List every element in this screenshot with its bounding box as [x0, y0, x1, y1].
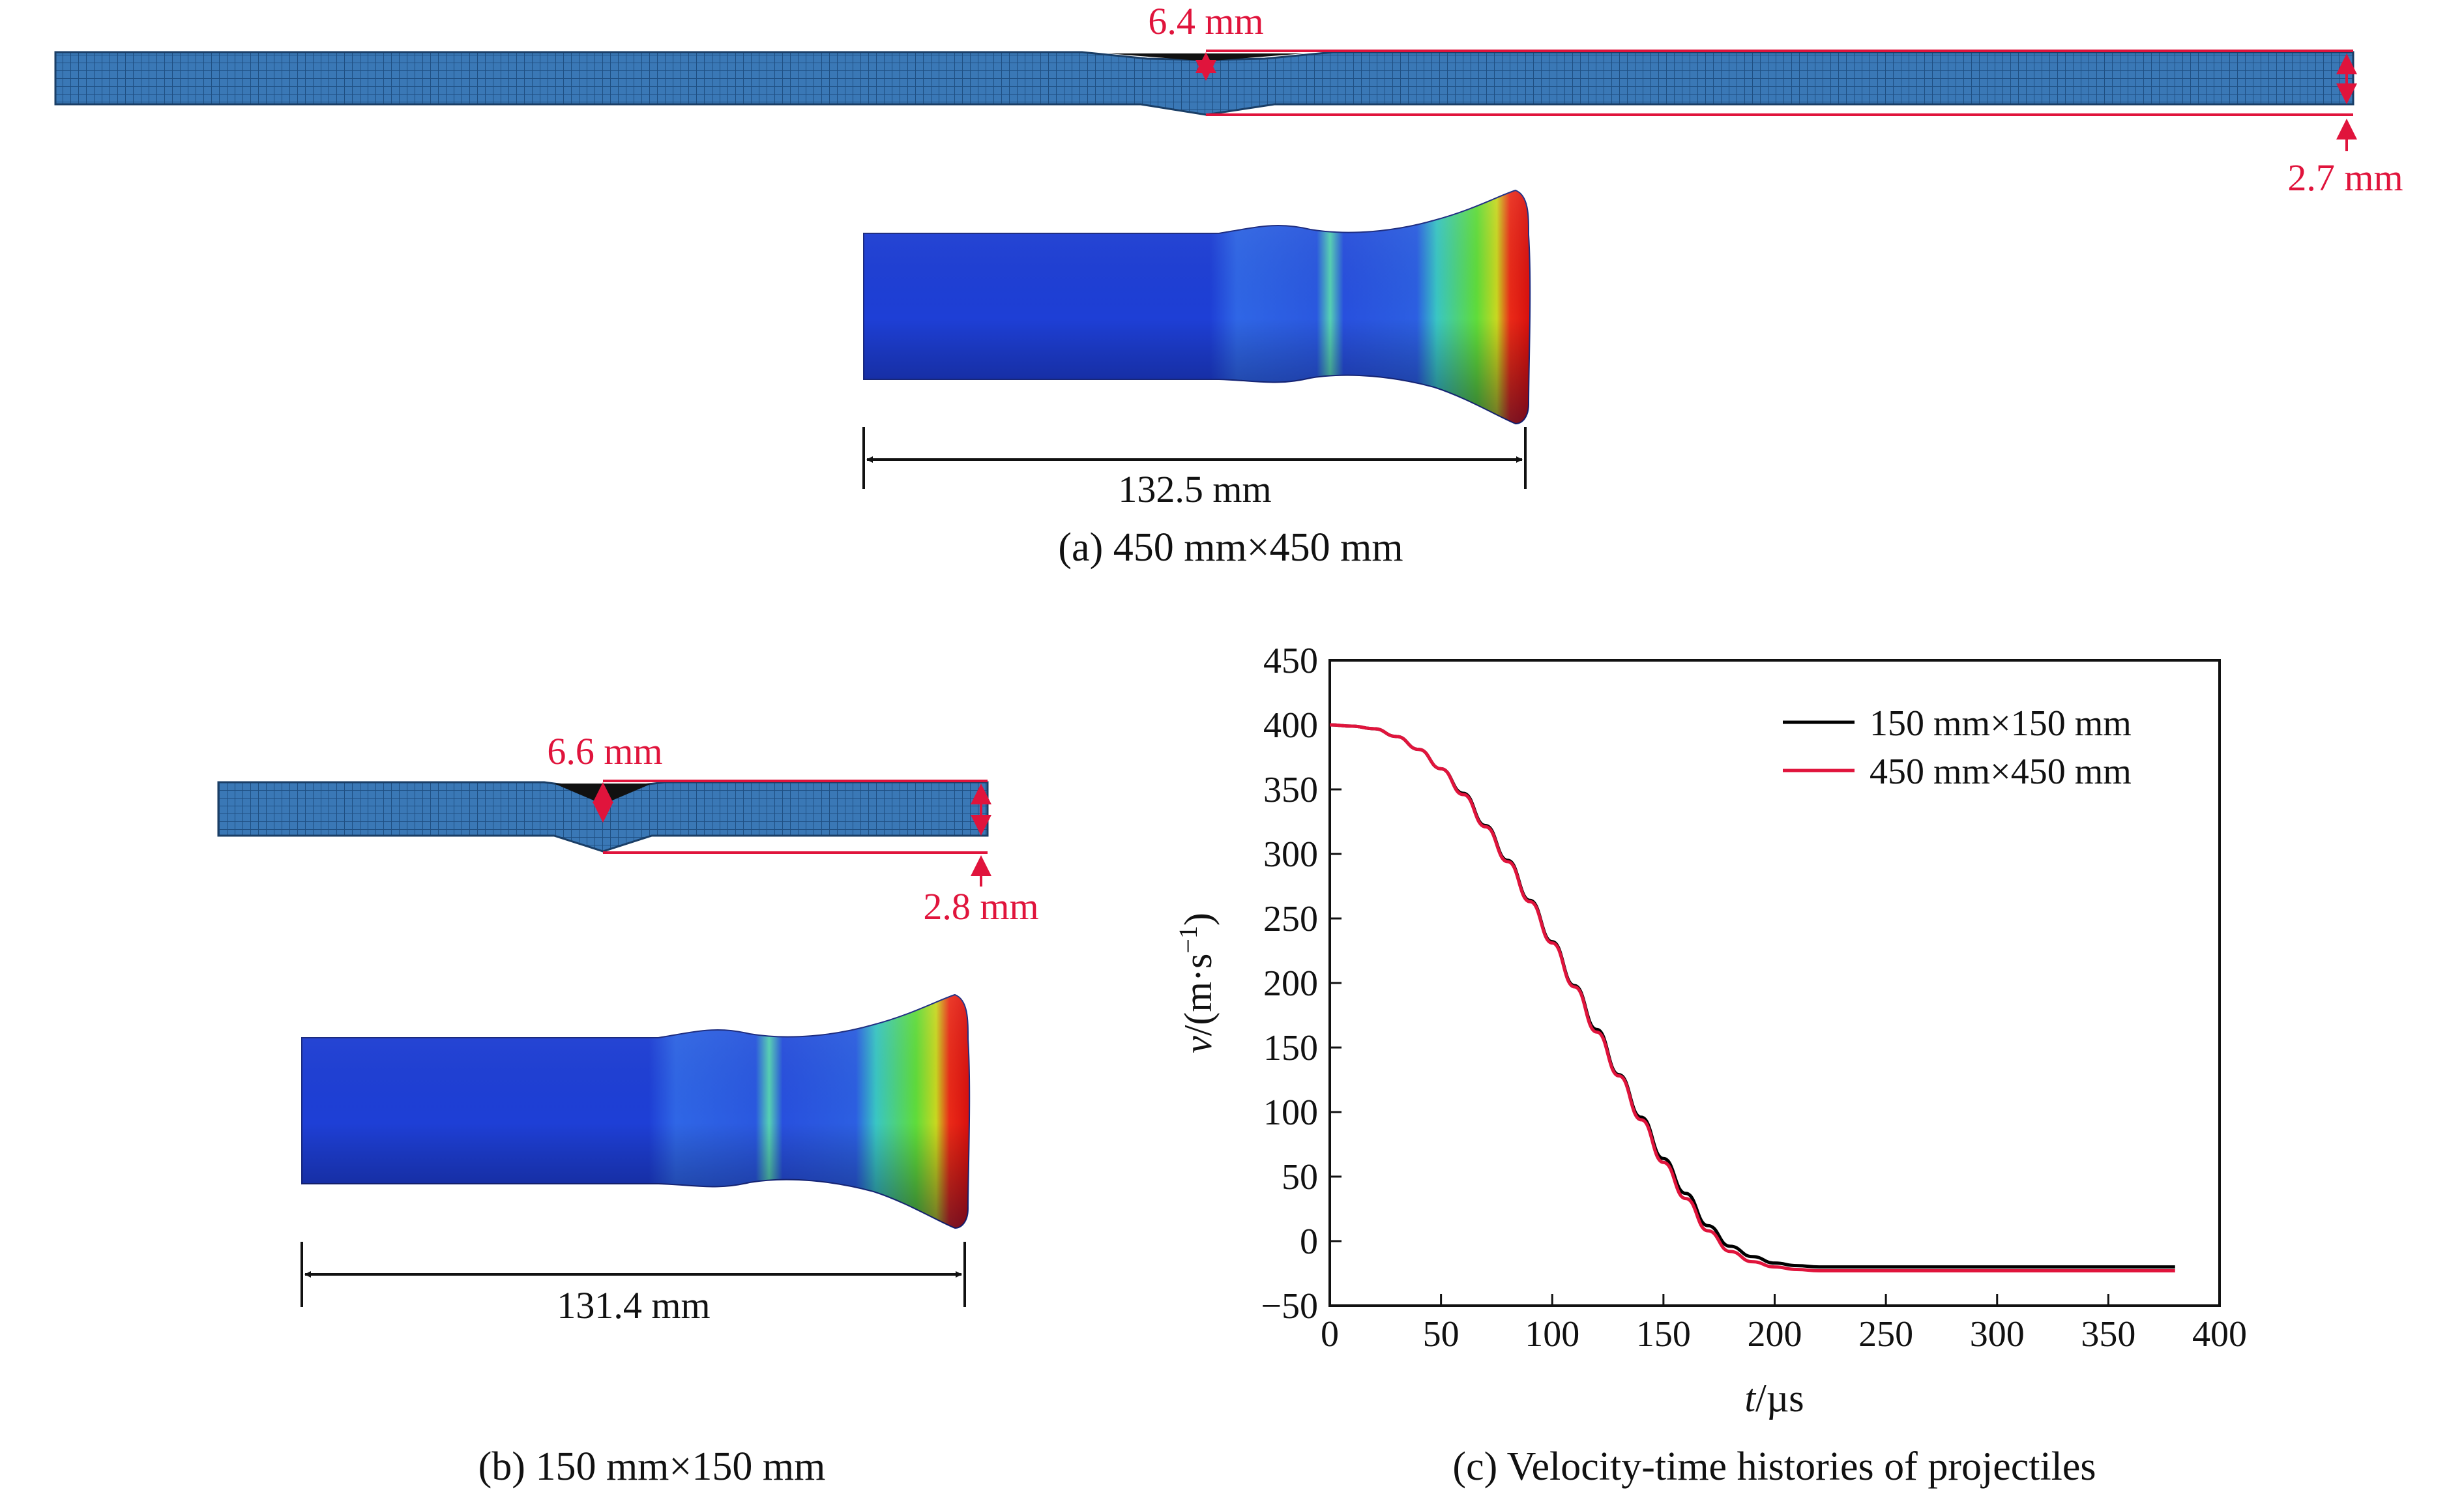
- x-tick-label: 150: [1636, 1314, 1691, 1355]
- panel-c-caption: (c) Velocity-time histories of projectil…: [1452, 1445, 2096, 1489]
- y-tick-label: 50: [1282, 1157, 1318, 1197]
- x-axis-label: t/µs: [1744, 1377, 1804, 1420]
- y-tick-label: 300: [1263, 834, 1318, 875]
- plate-a: [54, 51, 2354, 116]
- series-layer: [1329, 723, 2175, 1273]
- y-tick-label: 100: [1263, 1093, 1318, 1133]
- plate-a-thickness-label: 2.7 mm: [2287, 156, 2403, 199]
- y-tick-label: 250: [1263, 899, 1318, 939]
- x-tick-label: 400: [2192, 1314, 2247, 1355]
- x-tick-label: 350: [2081, 1314, 2135, 1355]
- panel-b-caption: (b) 150 mm×150 mm: [478, 1445, 826, 1489]
- series-line-0: [1329, 723, 2175, 1269]
- plate-b-thickness-label: 2.8 mm: [923, 885, 1038, 928]
- y-tick-label: −50: [1261, 1286, 1318, 1327]
- panel-a: 6.4 mm 2.7 mm 132.5 mm (a) 450 mm×450 mm: [54, 0, 2403, 570]
- y-axis-label: v/(m·s−1): [1173, 913, 1220, 1053]
- projectile-a-shading: [864, 190, 1531, 424]
- projectile-a-length-label: 132.5 mm: [1118, 468, 1271, 510]
- x-tick-label: 0: [1321, 1314, 1339, 1355]
- y-tick-label: 200: [1263, 963, 1318, 1004]
- y-tick-label: 450: [1263, 641, 1318, 681]
- y-tick-label: 0: [1300, 1222, 1318, 1262]
- series-line-1: [1329, 723, 2175, 1273]
- x-tick-label: 50: [1423, 1314, 1459, 1355]
- plate-a-depth-label: 6.4 mm: [1148, 0, 1263, 42]
- legend-label-1: 450 mm×450 mm: [1870, 752, 2132, 792]
- y-tick-label: 350: [1263, 770, 1318, 810]
- panel-b: 6.6 mm 2.8 mm 131.4 mm (b) 150 mm×150 mm: [217, 730, 1039, 1489]
- x-tick-label: 200: [1748, 1314, 1802, 1355]
- x-tick-label: 300: [1970, 1314, 2025, 1355]
- legend-label-0: 150 mm×150 mm: [1870, 703, 2132, 744]
- projectile-b-shading: [302, 995, 970, 1228]
- panel-a-caption: (a) 450 mm×450 mm: [1058, 525, 1403, 570]
- x-tick-label: 250: [1858, 1314, 1913, 1355]
- y-tick-label: 400: [1263, 705, 1318, 746]
- x-tick-label: 100: [1525, 1314, 1579, 1355]
- plate-b-depth-label: 6.6 mm: [547, 730, 662, 772]
- y-tick-label: 150: [1263, 1028, 1318, 1068]
- y-axis-ticks: −50 0 50 100 150 200 250 300 350 400 450: [1261, 641, 1342, 1327]
- x-axis-ticks: 0 50 100 150 200 250 300 350 400: [1321, 1294, 2247, 1355]
- projectile-b-length-label: 131.4 mm: [557, 1284, 710, 1327]
- legend: 150 mm×150 mm 450 mm×450 mm: [1783, 703, 2132, 792]
